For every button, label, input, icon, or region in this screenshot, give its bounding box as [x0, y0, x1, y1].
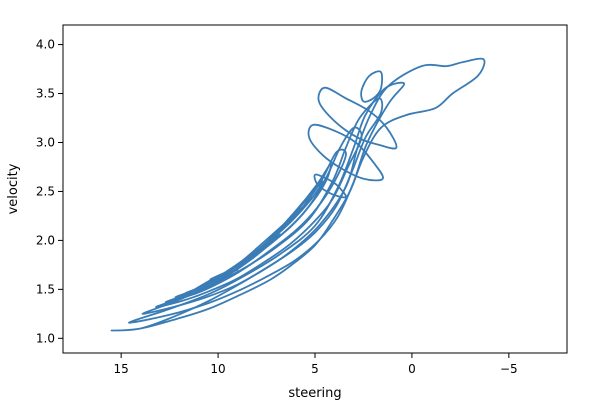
- y-axis-label: velocity: [6, 163, 21, 214]
- x-tick-label: 5: [311, 362, 319, 376]
- contour-island-1: [317, 86, 398, 150]
- x-axis-ticks: 15 10 5 0 −5: [114, 353, 518, 376]
- y-tick-label: 2.0: [36, 233, 55, 247]
- y-axis-ticks: 1.0 1.5 2.0 2.5 3.0 3.5 4.0: [36, 38, 63, 345]
- x-tick-label: 15: [114, 362, 129, 376]
- y-tick-label: 3.0: [36, 135, 55, 149]
- contour-level-1: [110, 57, 486, 332]
- contour-level-6: [174, 163, 332, 299]
- contour-level-10: [209, 268, 239, 281]
- y-tick-label: 2.5: [36, 184, 55, 198]
- x-axis-label: steering: [288, 386, 341, 401]
- contour-island-2: [307, 123, 384, 182]
- x-tick-label: 0: [408, 362, 416, 376]
- contour-island-3: [313, 173, 347, 199]
- contour-level-2: [128, 81, 406, 324]
- y-tick-label: 3.5: [36, 87, 55, 101]
- contour-peak-inner: [360, 70, 383, 103]
- y-tick-label: 1.0: [36, 331, 55, 345]
- contour-level-9: [201, 233, 282, 287]
- y-tick-label: 1.5: [36, 282, 55, 296]
- contour-lines: [110, 57, 486, 332]
- x-tick-label: −5: [500, 362, 518, 376]
- y-tick-label: 4.0: [36, 38, 55, 52]
- x-tick-label: 10: [210, 362, 225, 376]
